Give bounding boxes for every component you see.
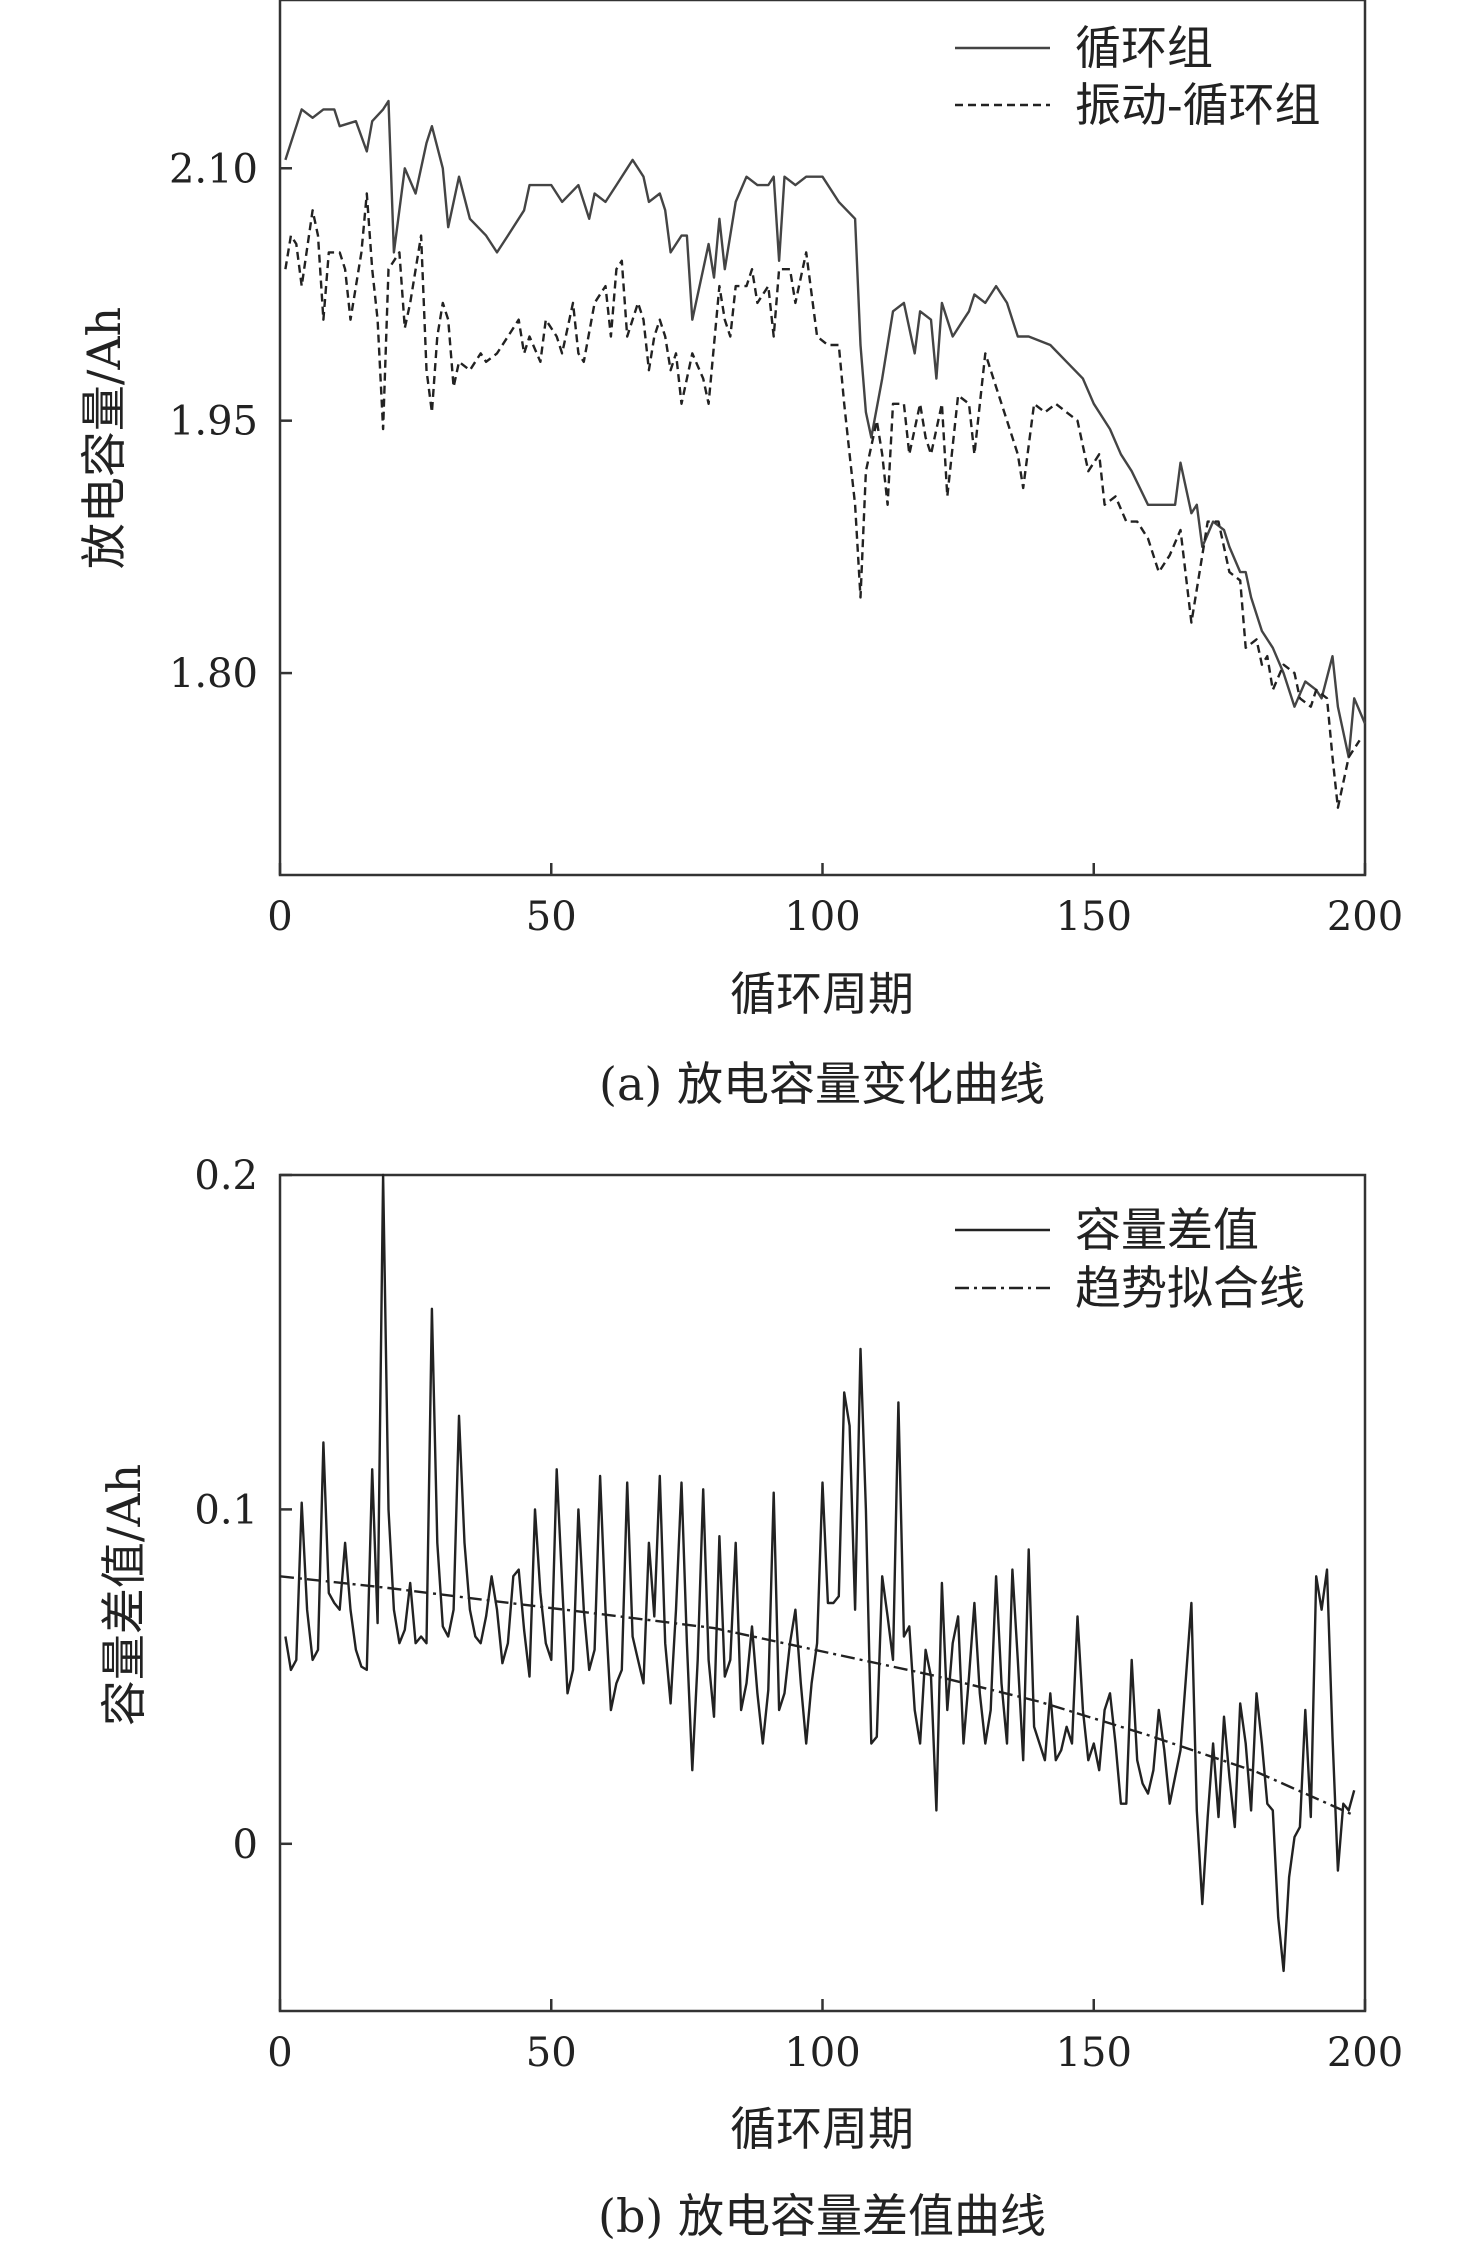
panel-b-y-axis-title: 容量差值/Ah bbox=[97, 1464, 151, 1726]
y-tick-label: 1.95 bbox=[169, 399, 258, 445]
legend-label-2: 趋势拟合线 bbox=[1075, 1261, 1305, 1315]
panel-b-x-ticks: 0 50 100 150 200 bbox=[267, 1999, 1403, 2076]
legend-label-2: 振动-循环组 bbox=[1075, 78, 1321, 132]
panel-b-series bbox=[279, 1173, 1356, 1973]
panel-b-x-axis-title: 循环周期 bbox=[730, 2102, 914, 2156]
x-tick-label: 50 bbox=[526, 894, 577, 940]
x-tick-label: 100 bbox=[784, 2030, 860, 2076]
panel-a-series bbox=[284, 99, 1367, 809]
y-tick-label: 2.10 bbox=[169, 146, 258, 192]
y-tick-label: 1.80 bbox=[169, 651, 258, 697]
x-tick-label: 100 bbox=[784, 894, 860, 940]
legend-label-1: 容量差值 bbox=[1075, 1203, 1259, 1257]
series-line-1 bbox=[284, 99, 1367, 759]
panel-a-x-ticks: 0 50 100 150 200 bbox=[267, 863, 1403, 940]
x-tick-label: 0 bbox=[267, 2030, 292, 2076]
series-line-2 bbox=[284, 192, 1361, 809]
series-line-2 bbox=[279, 1575, 1355, 1817]
x-tick-label: 150 bbox=[1056, 894, 1132, 940]
panel-a-x-axis-title: 循环周期 bbox=[730, 967, 914, 1021]
series-line-1 bbox=[284, 1173, 1356, 1973]
y-tick-label: 0 bbox=[233, 1822, 258, 1868]
x-tick-label: 200 bbox=[1327, 2030, 1403, 2076]
y-tick-label: 0.2 bbox=[194, 1153, 258, 1199]
legend-label-1: 循环组 bbox=[1075, 21, 1213, 75]
panel-a-caption: (a) 放电容量变化曲线 bbox=[599, 1057, 1045, 1111]
x-tick-label: 50 bbox=[526, 2030, 577, 2076]
panel-b-caption: (b) 放电容量差值曲线 bbox=[598, 2189, 1046, 2242]
panel-b-y-ticks: 0 0.1 0.2 bbox=[194, 1153, 292, 1868]
x-tick-label: 0 bbox=[267, 894, 292, 940]
panel-a-y-ticks: 1.80 1.95 2.10 bbox=[169, 146, 292, 697]
x-tick-label: 150 bbox=[1056, 2030, 1132, 2076]
y-tick-label: 0.1 bbox=[194, 1487, 258, 1533]
panel-a-y-axis-title: 放电容量/Ah bbox=[77, 307, 131, 569]
x-tick-label: 200 bbox=[1327, 894, 1403, 940]
